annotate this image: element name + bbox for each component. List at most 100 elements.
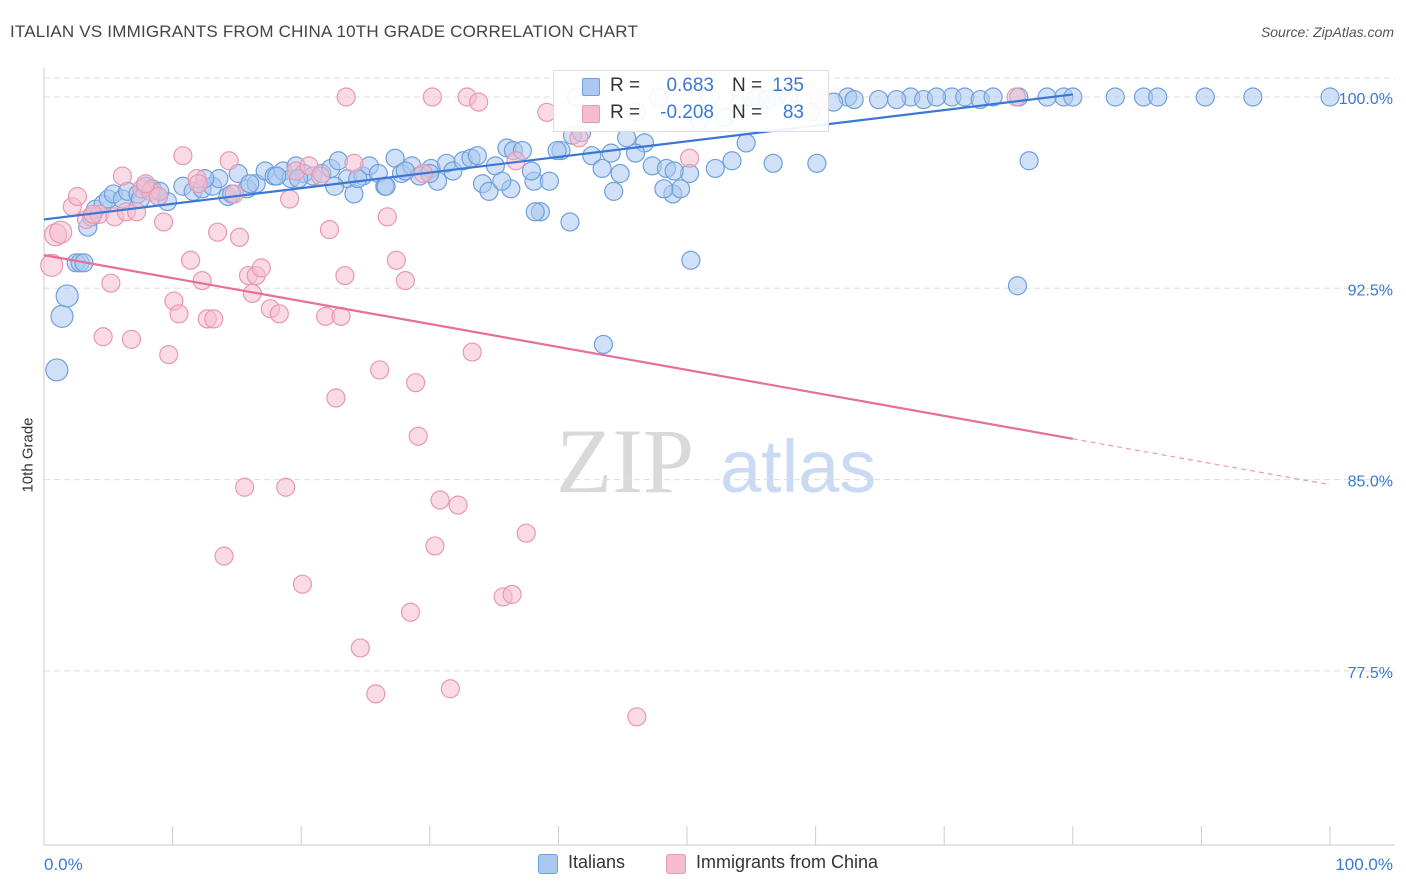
- point-italians: [705, 158, 725, 179]
- trendline-italians: [43, 93, 1073, 221]
- point-china: [516, 523, 536, 543]
- point-china: [112, 166, 133, 186]
- point-italians: [807, 153, 827, 173]
- y-tick-label: 85.0%: [1348, 474, 1393, 491]
- point-china: [188, 174, 208, 194]
- point-china: [408, 426, 428, 446]
- point-italians: [547, 140, 567, 161]
- point-china: [448, 495, 468, 515]
- china-swatch: [582, 105, 600, 123]
- point-china: [326, 388, 346, 408]
- point-china: [204, 309, 224, 329]
- point-italians: [736, 133, 756, 153]
- point-china: [126, 202, 147, 222]
- point-china: [425, 536, 445, 556]
- y-tick-label: 92.5%: [1348, 282, 1393, 299]
- point-italians: [479, 181, 499, 201]
- point-china: [235, 477, 255, 497]
- point-italians: [376, 176, 396, 196]
- point-china: [377, 207, 397, 227]
- point-china: [269, 304, 289, 324]
- point-italians: [525, 202, 545, 222]
- point-italians: [1195, 87, 1215, 107]
- point-italians: [926, 87, 947, 107]
- point-china: [229, 227, 250, 247]
- point-china: [219, 151, 239, 171]
- point-china: [135, 174, 156, 194]
- point-china: [214, 546, 234, 566]
- point-italians: [601, 143, 621, 163]
- trendline-china: [43, 254, 1073, 440]
- point-china: [173, 146, 193, 166]
- point-china: [280, 189, 300, 209]
- point-china: [395, 271, 415, 291]
- r-value: 0.683: [666, 75, 714, 96]
- point-china: [370, 360, 390, 380]
- point-italians: [560, 212, 580, 232]
- series-legend: Italians Immigrants from China: [0, 852, 1406, 878]
- point-italians: [50, 304, 74, 328]
- point-italians: [539, 171, 559, 191]
- point-italians: [55, 284, 79, 308]
- point-china: [101, 273, 121, 293]
- point-italians: [604, 181, 624, 201]
- point-china: [440, 679, 460, 699]
- y-axis-label: 10th Grade: [19, 417, 37, 493]
- point-italians: [1063, 87, 1083, 107]
- point-china: [462, 342, 482, 362]
- chart-title: ITALIAN VS IMMIGRANTS FROM CHINA 10TH GR…: [10, 22, 639, 41]
- point-china: [121, 329, 142, 349]
- legend-label-italians: Italians: [568, 852, 626, 872]
- point-italians: [492, 171, 512, 191]
- point-china: [627, 707, 647, 727]
- point-italians: [1019, 151, 1039, 171]
- point-italians: [521, 161, 541, 181]
- point-italians: [664, 161, 684, 181]
- point-china: [181, 250, 201, 270]
- point-italians: [1320, 87, 1340, 107]
- point-china: [169, 304, 189, 324]
- point-china: [422, 87, 442, 107]
- point-italians: [887, 89, 907, 110]
- point-china: [310, 166, 331, 186]
- y-tick-label: 77.5%: [1348, 665, 1393, 682]
- n-value: 135: [772, 75, 804, 96]
- point-italians: [763, 153, 783, 173]
- italians-swatch: [582, 78, 600, 96]
- stats-row-china: R = -0.208 N = 83: [554, 100, 828, 126]
- point-italians: [240, 174, 260, 194]
- point-italians: [267, 166, 287, 186]
- point-italians: [1148, 87, 1168, 107]
- point-italians: [722, 151, 742, 171]
- point-china: [276, 477, 296, 497]
- point-china: [224, 184, 244, 204]
- point-china: [192, 271, 212, 291]
- point-italians: [45, 358, 69, 382]
- point-china: [350, 638, 370, 658]
- point-italians: [592, 158, 612, 179]
- r-label: R =: [610, 102, 641, 123]
- n-label: N =: [732, 102, 763, 123]
- point-italians: [1105, 87, 1125, 107]
- stats-legend: R = 0.683 N = 135 R = -0.208 N = 83: [553, 70, 829, 132]
- x-tick-label: 0.0%: [44, 855, 83, 874]
- point-italians: [610, 163, 630, 184]
- point-china: [502, 584, 522, 604]
- watermark-zip: ZIP: [556, 410, 694, 512]
- point-italians: [654, 179, 674, 199]
- point-italians: [593, 334, 614, 355]
- x-tick-label: 100.0%: [1335, 855, 1393, 874]
- point-china: [153, 212, 174, 232]
- point-china: [366, 684, 386, 704]
- point-china: [679, 148, 700, 168]
- watermark-atlas: atlas: [720, 425, 876, 508]
- point-china: [430, 490, 450, 510]
- china-swatch: [666, 854, 686, 874]
- point-china: [386, 250, 406, 270]
- point-china: [40, 253, 64, 277]
- point-china: [336, 87, 356, 107]
- point-italians: [844, 89, 864, 110]
- source-note: Source: ZipAtlas.com: [1260, 24, 1394, 40]
- point-china: [93, 327, 113, 347]
